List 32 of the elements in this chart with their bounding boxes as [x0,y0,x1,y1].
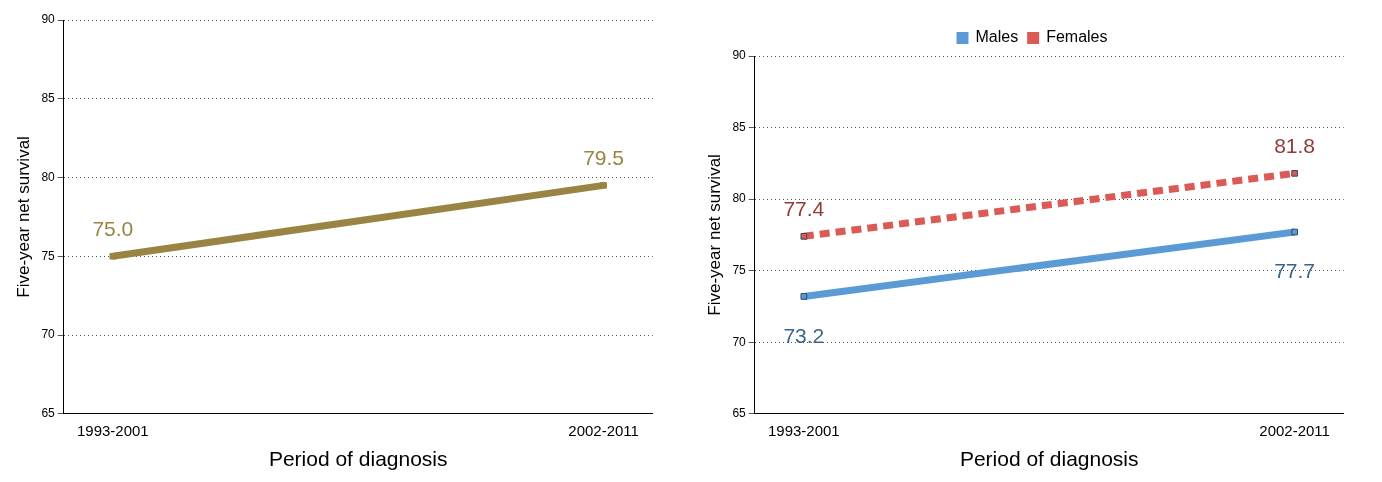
data-label: 77.4 [783,196,825,220]
data-label: 73.2 [783,323,825,347]
y-axis-title: Five-year net survival [13,136,33,298]
x-tick-label: 1993-2001 [767,421,840,439]
x-tick-label: 2002-2011 [1259,421,1330,439]
x-axis-title: Period of diagnosis [959,447,1139,471]
y-tick-label: 75 [41,248,56,263]
point [1291,228,1298,236]
point [800,293,808,300]
x-tick-label: 1993-2001 [76,421,149,439]
y-tick-label: 90 [732,48,747,63]
legend-label: Females [1046,28,1108,46]
y-tick-label: 85 [41,91,56,106]
point [800,233,808,240]
point [1291,170,1298,177]
data-label: 79.5 [583,145,625,169]
y-axis-title: Five-year net survival [704,154,724,316]
y-tick-label: 75 [732,262,747,277]
legend-label: Males [975,28,1019,46]
y-tick-label: 80 [41,169,56,184]
y-tick-label: 85 [732,119,747,134]
y-tick-label: 70 [41,327,56,342]
data-label: 75.0 [92,216,134,240]
data-label: 81.8 [1274,133,1316,157]
y-tick-label: 70 [732,334,747,349]
data-label: 77.7 [1274,259,1316,283]
x-axis-title: Period of diagnosis [268,447,448,471]
y-tick-label: 65 [732,406,747,421]
y-tick-label: 65 [41,406,56,421]
y-tick-label: 80 [732,191,747,206]
x-tick-label: 2002-2011 [568,421,639,439]
y-tick-label: 90 [41,12,56,27]
